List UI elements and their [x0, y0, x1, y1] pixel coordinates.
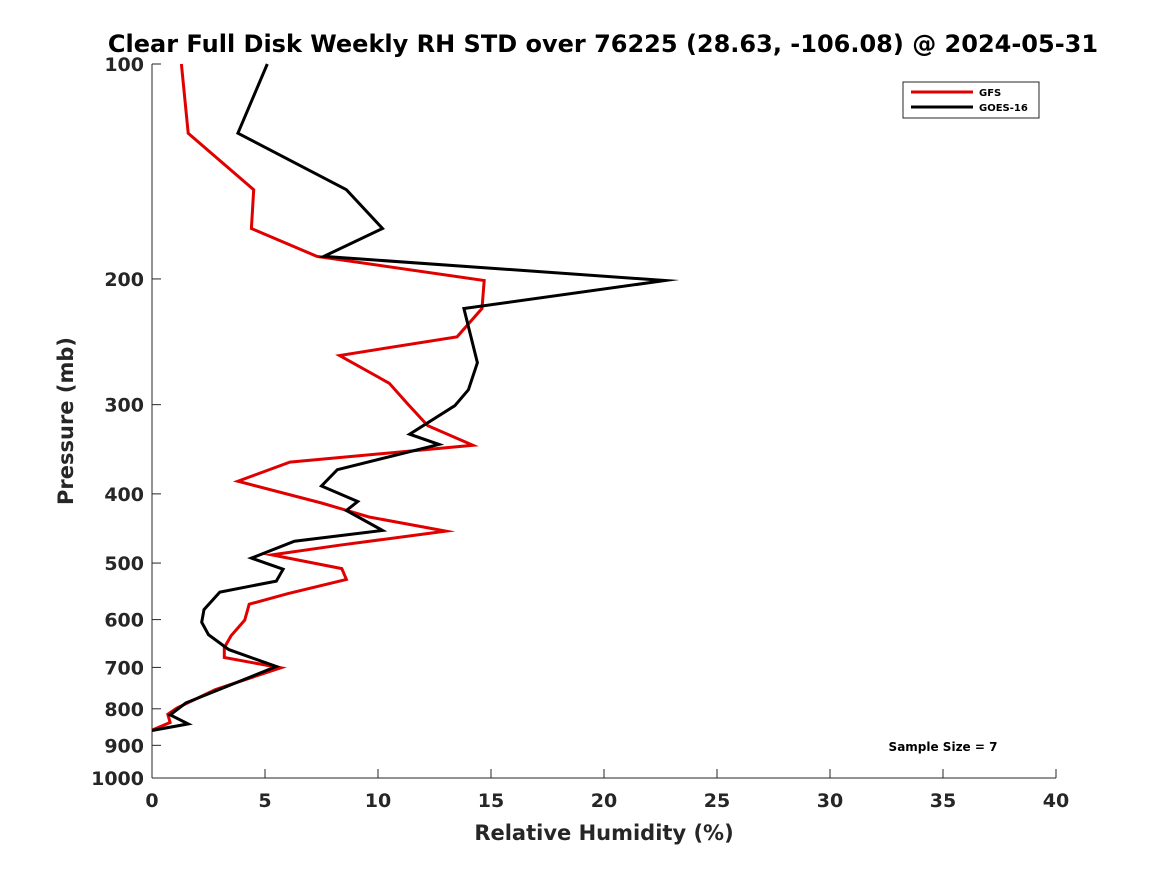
chart-title: Clear Full Disk Weekly RH STD over 76225… — [108, 30, 1098, 58]
y-tick-label: 800 — [104, 699, 144, 721]
y-tick-label: 700 — [104, 657, 144, 679]
y-tick-label: 500 — [104, 553, 144, 575]
series-line-goes-16 — [151, 63, 680, 732]
x-tick-label: 10 — [365, 790, 391, 812]
x-tick-label: 20 — [591, 790, 617, 812]
y-tick-label: 600 — [104, 610, 144, 632]
sample-size-annotation: Sample Size = 7 — [889, 740, 998, 754]
x-tick-label: 30 — [817, 790, 843, 812]
x-axis-label: Relative Humidity (%) — [474, 821, 733, 845]
x-tick-label: 35 — [930, 790, 956, 812]
y-tick-label: 900 — [104, 735, 144, 757]
x-tick-label: 25 — [704, 790, 730, 812]
legend-label: GFS — [979, 88, 1001, 99]
y-tick-label: 300 — [104, 395, 144, 417]
x-tick-label: 40 — [1043, 790, 1069, 812]
y-tick-label: 200 — [104, 269, 144, 291]
x-tick-label: 15 — [478, 790, 504, 812]
series-layer — [151, 63, 680, 732]
y-tick-label: 400 — [104, 484, 144, 506]
y-tick-label: 1000 — [91, 768, 144, 790]
legend-box — [902, 81, 1040, 119]
legend-label: GOES-16 — [979, 103, 1028, 114]
legend: GFS GOES-16 — [902, 81, 1040, 119]
axes: 0 5 10 15 20 25 30 35 40 100 200 300 400 500 600 700 800… — [91, 54, 1069, 812]
x-tick-label: 0 — [145, 790, 158, 812]
series-line-gfs — [151, 63, 486, 732]
x-tick-label: 5 — [258, 790, 271, 812]
y-axis-label: Pressure (mb) — [54, 337, 78, 505]
y-tick-label: 100 — [104, 54, 144, 76]
